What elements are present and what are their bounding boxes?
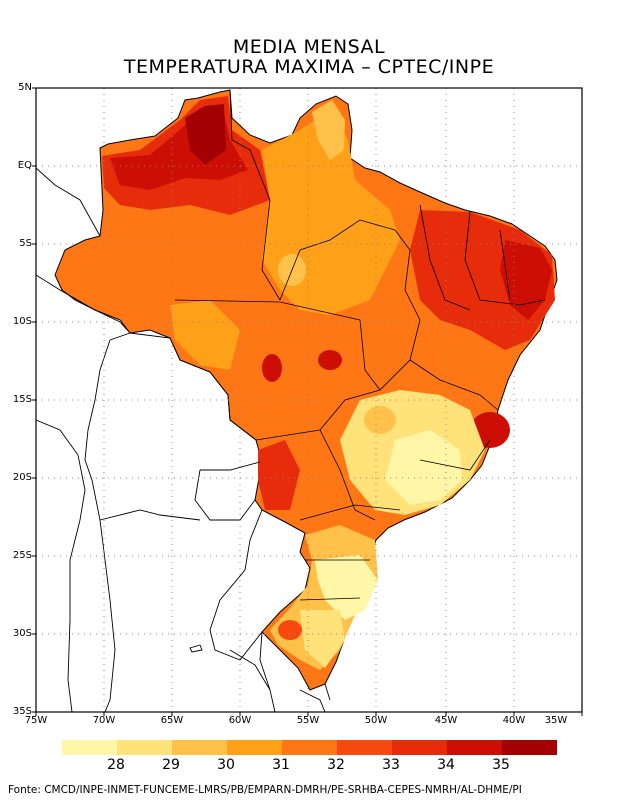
- legend-swatch-8: [502, 740, 557, 755]
- temperature-zone-30-mg: [364, 406, 396, 434]
- lon-label-65w: 65W: [160, 715, 184, 726]
- lat-lon-grid: [36, 88, 582, 712]
- country-borders: [36, 167, 331, 712]
- lat-label-25s: 25S: [12, 550, 32, 561]
- temperature-zone-28-south: [315, 555, 378, 620]
- lon-label-40w: 40W: [502, 715, 526, 726]
- legend-label-35: 35: [492, 757, 510, 773]
- axis-ticks: [32, 87, 583, 716]
- lat-label-30s: 30S: [12, 628, 32, 639]
- lon-label-45w: 45W: [434, 715, 458, 726]
- map-plot-area: [36, 89, 558, 712]
- legend-label-28: 28: [107, 757, 125, 773]
- legend-swatch-6: [392, 740, 447, 755]
- lon-label-60w: 60W: [228, 715, 252, 726]
- legend-swatch-7: [447, 740, 502, 755]
- temperature-zone-30-amapa: [312, 100, 345, 160]
- lon-label-55w: 55W: [296, 715, 320, 726]
- legend-label-30: 30: [217, 757, 235, 773]
- legend-swatch-0: [62, 740, 117, 755]
- lat-label-20s: 20S: [12, 472, 32, 483]
- temperature-zone-35-to: [318, 350, 342, 370]
- legend-label-31: 31: [272, 757, 290, 773]
- temperature-zone-35-mt: [262, 354, 282, 382]
- lon-label-75w: 75W: [24, 715, 48, 726]
- temperature-zone-36-north: [185, 104, 226, 165]
- lat-label-15s: 15S: [12, 394, 32, 405]
- data-source-credit: Fonte: CMCD/INPE-INMET-FUNCEME-LMRS/PB/E…: [8, 784, 522, 796]
- legend-swatch-5: [337, 740, 392, 755]
- legend-swatch-1: [117, 740, 172, 755]
- lon-label-70w: 70W: [92, 715, 116, 726]
- map-title-line1: MEDIA MENSAL: [232, 36, 386, 58]
- lon-label-35w: 35W: [544, 715, 568, 726]
- temperature-zone-35-northeast: [500, 240, 552, 320]
- legend-label-34: 34: [437, 757, 455, 773]
- legend-swatch-2: [172, 740, 227, 755]
- legend-label-29: 29: [162, 757, 180, 773]
- lat-label-35s: 35S: [12, 706, 32, 717]
- temperature-zone-28-southeast: [385, 430, 462, 505]
- temperature-zone-31-mt: [170, 300, 240, 370]
- temperature-zone-33-rs: [278, 620, 302, 640]
- legend-swatch-3: [227, 740, 282, 755]
- lat-label-5s: 5S: [19, 238, 32, 249]
- temperature-zone-34-ms: [258, 440, 300, 510]
- legend-swatch-4: [282, 740, 337, 755]
- lat-label-eq: EQ: [17, 160, 32, 171]
- lon-label-50w: 50W: [364, 715, 388, 726]
- color-legend: [62, 740, 557, 755]
- lat-label-10s: 10S: [12, 316, 32, 327]
- map-title-line2: TEMPERATURA MAXIMA – CPTEC/INPE: [123, 56, 495, 78]
- state-borders: [174, 89, 546, 601]
- legend-label-32: 32: [327, 757, 345, 773]
- legend-label-33: 33: [382, 757, 400, 773]
- lat-label-5n: 5N: [18, 82, 32, 93]
- temperature-zone-29-rs: [300, 610, 345, 668]
